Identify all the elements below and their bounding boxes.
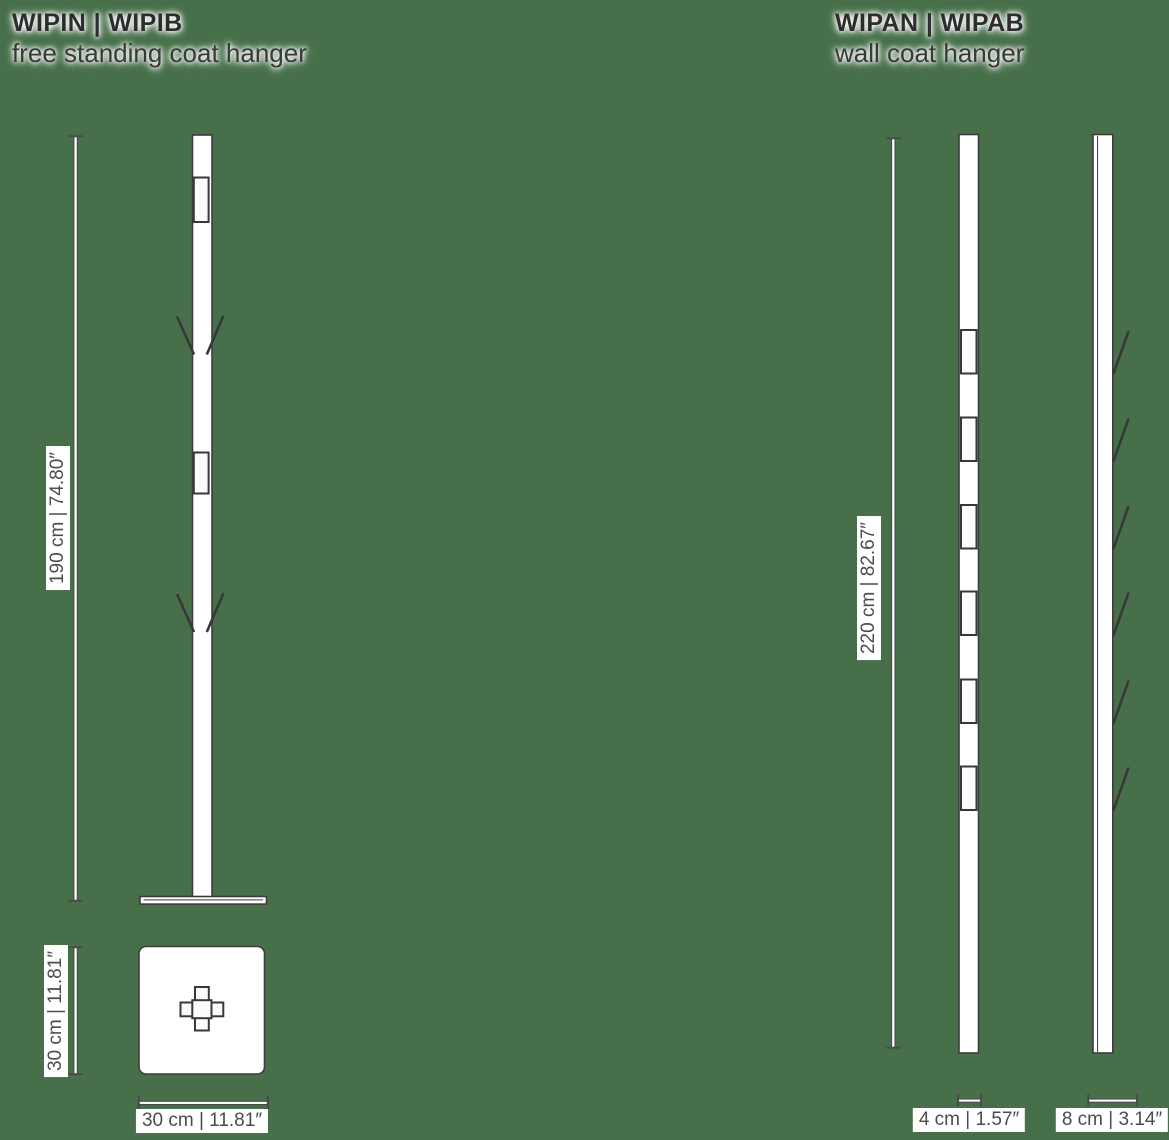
hook-block [960,678,978,724]
dim-label-base-width-30: 30 cm | 11.81″ [135,1109,269,1133]
left-product-subtitle: free standing coat hanger [12,38,307,68]
right-product-title: WIPAN | WIPAB [835,9,1025,37]
hook-arm [175,593,196,633]
dim-line-height-190 [68,135,83,902]
hook-block [192,176,210,223]
right-product-header: WIPAN | WIPAB wall coat hanger [835,8,1024,69]
right-product-subtitle: wall coat hanger [835,38,1025,68]
wall-front-view [958,133,980,1054]
hook-arm [205,314,225,356]
wall-bar-profile [1092,133,1114,1054]
dim-line-base-width-30 [137,1096,269,1109]
dim-line-depth-8 [1087,1094,1139,1107]
dim-line-width-4 [957,1094,983,1107]
left-product-header: WIPIN | WIPIB free standing coat hanger [12,8,307,69]
dim-label-width-4: 4 cm | 1.57″ [912,1108,1026,1132]
hook-block [960,590,978,636]
hook-arm [1111,767,1130,812]
hook-arm [1111,418,1130,463]
hook-arm [1111,592,1130,637]
hook-block [960,765,978,811]
freestanding-base-top-view [138,945,266,1075]
cross-center [191,999,213,1020]
hook-arm [1111,680,1130,725]
hook-arm [205,592,225,633]
wall-side-view [1092,133,1130,1054]
freestanding-front-view [139,134,268,905]
dim-label-height-190: 190 cm | 74.80″ [46,445,70,591]
hook-block [960,504,978,550]
left-product-title: WIPIN | WIPIB [12,9,183,37]
dim-label-height-220: 220 cm | 82.67″ [857,515,881,661]
hook-arm [175,315,196,356]
dim-label-base-depth-30: 30 cm | 11.81″ [44,944,68,1078]
hook-block [960,416,978,462]
hook-arm [1111,505,1130,550]
dim-label-depth-8: 8 cm | 3.14″ [1055,1108,1169,1132]
hook-arm [1111,330,1130,375]
dim-line-base-depth-30 [68,946,83,1076]
pole [191,134,213,898]
hook-block [192,451,210,495]
dim-line-height-220 [886,137,901,1049]
hook-block [960,329,978,375]
